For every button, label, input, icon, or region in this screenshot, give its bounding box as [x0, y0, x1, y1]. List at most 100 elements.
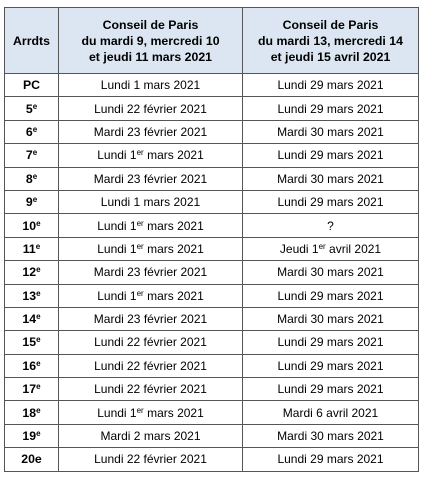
april-date-cell: Lundi 29 mars 2021 [242, 377, 419, 402]
april-date-cell: ? [242, 213, 419, 238]
arrondissement-suffix: e [36, 312, 41, 322]
arrondissement-number: 13 [22, 288, 37, 303]
arrondissement-suffix: e [32, 101, 38, 111]
header-council-april-line: et jeudi 15 avril 2021 [270, 49, 391, 64]
arrondissement-number: 7 [25, 148, 33, 163]
april-date-cell: Lundi 29 mars 2021 [242, 96, 419, 121]
arrondissement-number: 11 [22, 241, 36, 256]
table-row: 19e Mardi 2 mars 2021 Mardi 30 mars 2021 [4, 423, 419, 449]
arrondissement-number: 15 [22, 335, 37, 350]
april-date-cell: Lundi 29 mars 2021 [242, 189, 419, 215]
arrondissement-number: 16 [22, 358, 37, 373]
arrondissement-suffix: e [36, 358, 41, 368]
april-date-cell: Lundi 29 mars 2021 [242, 447, 419, 472]
date-text: mars 2021 [143, 288, 204, 303]
april-date-cell: Lundi 29 mars 2021 [242, 143, 419, 168]
march-date-cell: Mardi 23 février 2021 [58, 119, 243, 145]
arrondissement-cell: 9e [4, 189, 59, 215]
arrondissement-number: 19 [22, 429, 37, 444]
date-text: Lundi 22 février 2021 [94, 101, 207, 116]
table-row: 6e Mardi 23 février 2021 Mardi 30 mars 202… [4, 119, 419, 145]
date-text: Mardi 23 février 2021 [93, 171, 208, 186]
ordinal-suffix: er [136, 148, 144, 158]
date-text: Mardi 30 mars 2021 [277, 312, 384, 327]
table-row: 12e Mardi 23 février 2021 Mardi 30 mars 20… [4, 260, 419, 285]
date-text: Mardi 6 avril 2021 [282, 405, 379, 420]
arrondissement-cell: 19e [4, 423, 59, 449]
date-text: Lundi 29 mars 2021 [277, 78, 384, 93]
arrondissement-cell: 20e [4, 447, 59, 472]
march-date-cell: Lundi 1er mars 2021 [58, 236, 243, 262]
arrondissement-suffix: e [32, 124, 38, 134]
date-text: Lundi 1 [97, 218, 137, 233]
arrondissement-suffix: e [36, 405, 41, 415]
arrondissement-suffix: e [36, 382, 41, 392]
table-row: 20e Lundi 22 février 2021 Lundi 29 mars 20… [4, 447, 419, 472]
arrondissement-cell: PC [4, 72, 59, 98]
date-text: Lundi 1 [97, 148, 137, 163]
arrondissement-suffix: e [36, 288, 41, 298]
arrondissement-cell: 7e [4, 143, 59, 168]
arrondissement-cell: 14e [4, 306, 59, 332]
date-text: Mardi 30 mars 2021 [277, 265, 384, 280]
date-text: Lundi 29 mars 2021 [277, 288, 384, 303]
arrondissement-cell: 17e [4, 377, 59, 402]
arrondissement-number: 14 [22, 312, 37, 327]
arrondissement-number: 9 [25, 195, 33, 210]
table-row: PC Lundi 1 mars 2021 Lundi 29 mars 2021 [4, 72, 419, 98]
arrondissement-number: 20e [21, 452, 42, 467]
arrondissement-cell: 13e [4, 283, 59, 308]
header-council-march-line: Conseil de Paris [102, 17, 199, 32]
march-date-cell: Mardi 23 février 2021 [58, 166, 243, 191]
ordinal-suffix: er [136, 218, 144, 228]
arrondissement-number: 8 [25, 171, 33, 186]
april-date-cell: Lundi 29 mars 2021 [242, 353, 419, 379]
header-council-march: Conseil de Paris du mardi 9, mercredi 10… [58, 7, 243, 74]
march-date-cell: Lundi 1er mars 2021 [58, 213, 243, 238]
table-row: 16e Lundi 22 février 2021 Lundi 29 mars 20… [4, 353, 419, 379]
march-date-cell: Lundi 1er mars 2021 [58, 143, 243, 168]
arrondissement-number: 17 [22, 382, 37, 397]
date-text: Lundi 1 [97, 405, 137, 420]
arrondissement-cell: 18e [4, 400, 59, 425]
april-date-cell: Mardi 30 mars 2021 [242, 119, 419, 145]
april-date-cell: Mardi 30 mars 2021 [242, 306, 419, 332]
date-text: avril 2021 [325, 241, 382, 256]
date-text: Lundi 22 février 2021 [94, 358, 207, 373]
arrondissement-suffix: e [36, 218, 41, 228]
table-row: 17e Lundi 22 février 2021 Lundi 29 mars 20… [4, 377, 419, 402]
header-council-april-line: Conseil de Paris [282, 17, 379, 32]
date-text: mars 2021 [143, 218, 204, 233]
date-text: Mardi 30 mars 2021 [277, 171, 384, 186]
arrondissement-cell: 12e [4, 260, 59, 285]
table-row: 7e Lundi 1er mars 2021 Lundi 29 mars 2021 [4, 143, 419, 168]
arrondissement-cell: 5e [4, 96, 59, 121]
date-text: Mardi 23 février 2021 [93, 312, 208, 327]
table-row: 10e Lundi 1er mars 2021? [4, 213, 419, 238]
arrondissement-cell: 11e [4, 236, 59, 262]
ordinal-suffix: er [318, 241, 326, 251]
date-text: Mardi 30 mars 2021 [277, 429, 384, 444]
march-date-cell: Mardi 2 mars 2021 [58, 423, 243, 449]
march-date-cell: Lundi 1 mars 2021 [58, 72, 243, 98]
april-date-cell: Mardi 30 mars 2021 [242, 166, 419, 191]
date-text: Lundi 22 février 2021 [94, 452, 207, 467]
ordinal-suffix: er [136, 405, 144, 415]
april-date-cell: Mardi 30 mars 2021 [242, 260, 419, 285]
april-date-cell: Lundi 29 mars 2021 [242, 72, 419, 98]
march-date-cell: Mardi 23 février 2021 [58, 260, 243, 285]
date-text: Lundi 1 [97, 288, 137, 303]
ordinal-suffix: er [136, 288, 144, 298]
date-text: Jeudi 1 [279, 241, 319, 256]
arrondissement-cell: 15e [4, 330, 59, 355]
date-text: Lundi 29 mars 2021 [277, 382, 384, 397]
date-text: Lundi 29 mars 2021 [277, 148, 384, 163]
arrondissement-suffix: e [36, 335, 41, 345]
march-date-cell: Lundi 1er mars 2021 [58, 283, 243, 308]
date-text: Lundi 29 mars 2021 [277, 452, 384, 467]
table-row: 11e Lundi 1er mars 2021 Jeudi 1er avril 20… [4, 236, 419, 262]
arrondissement-number: 10 [22, 218, 37, 233]
table-row: 13e Lundi 1er mars 2021 Lundi 29 mars 2021 [4, 283, 419, 308]
arrondissement-cell: 10e [4, 213, 59, 238]
april-date-cell: Lundi 29 mars 2021 [242, 330, 419, 355]
